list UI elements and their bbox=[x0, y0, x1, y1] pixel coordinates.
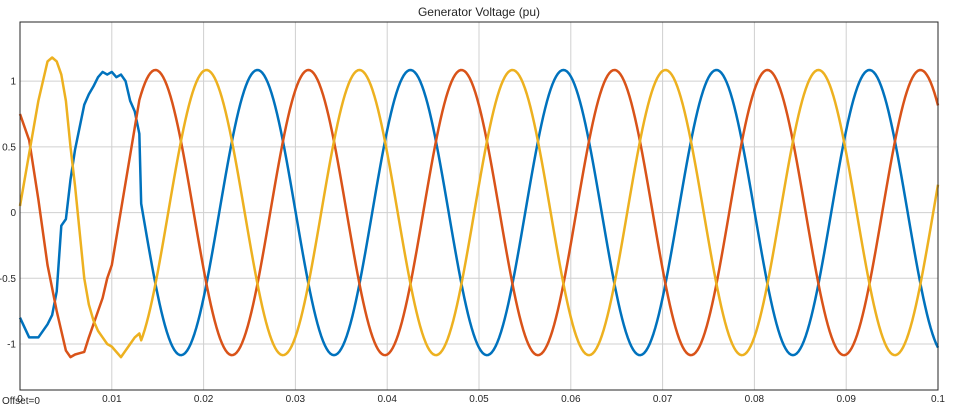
chart-title: Generator Voltage (pu) bbox=[418, 5, 540, 19]
x-tick-label: 0.01 bbox=[102, 394, 122, 405]
x-tick-label: 0.03 bbox=[286, 394, 306, 405]
x-tick-label: 0.08 bbox=[745, 394, 765, 405]
y-tick-labels: 1 0.5 0 -0.5 -1 bbox=[0, 77, 16, 351]
series-layer bbox=[18, 56, 940, 359]
x-tick-label: 0 bbox=[17, 394, 23, 405]
y-tick-label: -1 bbox=[7, 340, 16, 351]
y-tick-label: -0.5 bbox=[0, 274, 16, 285]
x-tick-label: 0.04 bbox=[377, 394, 397, 405]
x-tick-label: 0.02 bbox=[194, 394, 214, 405]
x-tick-label: 0.1 bbox=[931, 394, 945, 405]
y-tick-label: 1 bbox=[10, 77, 16, 88]
y-tick-label: 0.5 bbox=[2, 142, 16, 153]
x-tick-label: 0.05 bbox=[469, 394, 489, 405]
x-tick-label: 0.07 bbox=[653, 394, 673, 405]
offset-label: Offset=0 bbox=[2, 396, 40, 407]
series-line-3 bbox=[18, 56, 940, 359]
axes-box bbox=[19, 21, 939, 391]
series-line-2 bbox=[18, 68, 940, 359]
series-line-1 bbox=[18, 68, 940, 357]
x-tick-label: 0.06 bbox=[561, 394, 581, 405]
x-tick-label: 0.09 bbox=[836, 394, 856, 405]
y-tick-label: 0 bbox=[10, 208, 16, 219]
x-tick-labels: 0 0.01 0.02 0.03 0.04 0.05 0.06 0.07 0.08 0.09 0.1 bbox=[17, 394, 945, 405]
